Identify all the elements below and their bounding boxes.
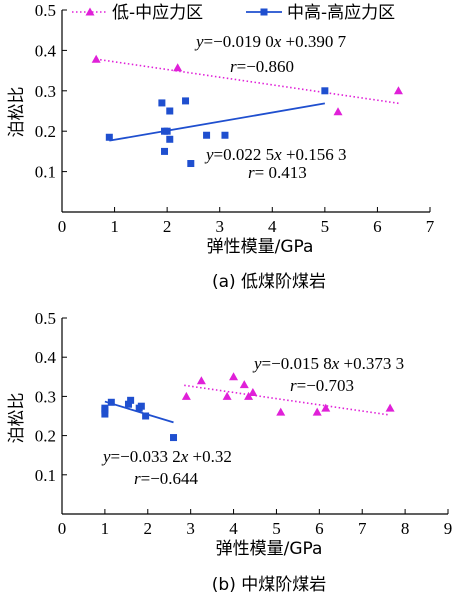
correlation-coefficient: r=−0.860 bbox=[230, 57, 294, 76]
x-tick-label: 2 bbox=[163, 217, 172, 236]
y-axis-label: 泊松比 bbox=[7, 87, 27, 138]
data-point bbox=[137, 402, 145, 410]
fit-equation: y=−0.033 2x +0.32 bbox=[101, 447, 232, 466]
x-tick-label: 5 bbox=[272, 519, 281, 538]
y-tick-label: 0.3 bbox=[35, 82, 56, 101]
y-tick-label: 0.1 bbox=[35, 466, 56, 485]
series-blue-square: y=−0.033 2x +0.32 r=−0.644 bbox=[101, 396, 232, 488]
x-tick-label: 6 bbox=[373, 217, 382, 236]
fit-line bbox=[104, 400, 174, 424]
data-point bbox=[124, 400, 132, 408]
data-point bbox=[158, 99, 166, 107]
data-point bbox=[101, 410, 109, 418]
data-point bbox=[229, 372, 239, 381]
correlation-coefficient: r= 0.413 bbox=[248, 163, 307, 182]
x-tick-label: 0 bbox=[58, 217, 67, 236]
data-point bbox=[239, 380, 249, 389]
data-point bbox=[127, 396, 135, 404]
x-tick-label: 1 bbox=[101, 519, 110, 538]
data-point bbox=[166, 107, 174, 115]
y-tick-label: 0.2 bbox=[35, 122, 56, 141]
series-pink-triangle: y=−0.015 8x +0.373 3 r=−0.703 bbox=[181, 354, 404, 416]
data-point bbox=[222, 391, 232, 400]
data-point bbox=[393, 86, 403, 95]
fit-equation: y=−0.015 8x +0.373 3 bbox=[252, 354, 404, 373]
data-point bbox=[203, 131, 211, 139]
series-blue-square: y=0.022 5x +0.156 3r= 0.413 bbox=[105, 87, 347, 182]
x-tick-label: 5 bbox=[321, 217, 330, 236]
y-tick-label: 0.5 bbox=[35, 309, 56, 328]
x-tick-label: 8 bbox=[401, 519, 410, 538]
correlation-coefficient: r=−0.644 bbox=[134, 469, 199, 488]
y-tick-label: 0.4 bbox=[35, 41, 57, 60]
legend-label: 中高-高应力区 bbox=[287, 3, 395, 23]
y-tick-label: 0.5 bbox=[35, 1, 56, 20]
y-tick-label: 0.2 bbox=[35, 427, 56, 446]
x-tick-label: 7 bbox=[426, 217, 435, 236]
data-point bbox=[196, 376, 206, 385]
y-tick-label: 0.1 bbox=[35, 163, 56, 182]
panel-caption: (b) 中煤阶煤岩 bbox=[212, 575, 326, 595]
y-axis-label: 泊松比 bbox=[7, 393, 27, 444]
data-point bbox=[91, 54, 101, 63]
x-tick-label: 7 bbox=[358, 519, 367, 538]
x-tick-label: 9 bbox=[444, 519, 452, 538]
data-point bbox=[107, 398, 115, 406]
x-tick-label: 4 bbox=[229, 519, 238, 538]
fit-line bbox=[184, 384, 391, 416]
legend-marker bbox=[85, 7, 95, 16]
x-axis-label: 弹性模量/GPa bbox=[216, 539, 323, 559]
x-tick-label: 6 bbox=[315, 519, 324, 538]
fit-equation: y=0.022 5x +0.156 3 bbox=[204, 145, 347, 164]
fit-line bbox=[96, 58, 399, 105]
data-point bbox=[173, 63, 183, 72]
x-tick-label: 2 bbox=[144, 519, 153, 538]
fit-equation: y=−0.019 0x +0.390 7 bbox=[194, 32, 347, 51]
y-tick-label: 0.4 bbox=[35, 348, 57, 367]
data-point bbox=[105, 133, 113, 141]
x-tick-label: 3 bbox=[186, 519, 195, 538]
data-point bbox=[321, 87, 329, 95]
data-point bbox=[166, 135, 174, 143]
data-point bbox=[161, 147, 169, 155]
data-point bbox=[248, 387, 258, 396]
x-tick-label: 4 bbox=[268, 217, 277, 236]
data-point bbox=[182, 97, 190, 105]
y-tick-label: 0.3 bbox=[35, 387, 56, 406]
series-pink-triangle: y=−0.019 0x +0.390 7 r=−0.860 bbox=[91, 32, 403, 116]
data-point bbox=[101, 406, 109, 414]
data-point bbox=[163, 127, 171, 135]
panel-caption: (a) 低煤阶煤岩 bbox=[212, 272, 326, 292]
data-point bbox=[170, 434, 178, 442]
data-point bbox=[333, 107, 343, 116]
data-point bbox=[312, 407, 322, 416]
data-point bbox=[276, 407, 286, 416]
data-point bbox=[221, 131, 229, 139]
correlation-coefficient: r=−0.703 bbox=[290, 376, 354, 395]
data-point bbox=[187, 160, 195, 168]
data-point bbox=[142, 412, 150, 420]
legend-label: 低-中应力区 bbox=[112, 3, 203, 23]
legend-marker bbox=[260, 8, 268, 16]
data-point bbox=[385, 403, 395, 412]
x-tick-label: 0 bbox=[58, 519, 67, 538]
x-tick-label: 1 bbox=[110, 217, 119, 236]
data-point bbox=[181, 391, 191, 400]
legend: 低-中应力区 中高-高应力区 bbox=[72, 3, 395, 23]
data-point bbox=[321, 403, 331, 412]
fit-line bbox=[109, 102, 326, 142]
x-tick-label: 3 bbox=[215, 217, 224, 236]
x-axis-label: 弹性模量/GPa bbox=[207, 237, 314, 257]
